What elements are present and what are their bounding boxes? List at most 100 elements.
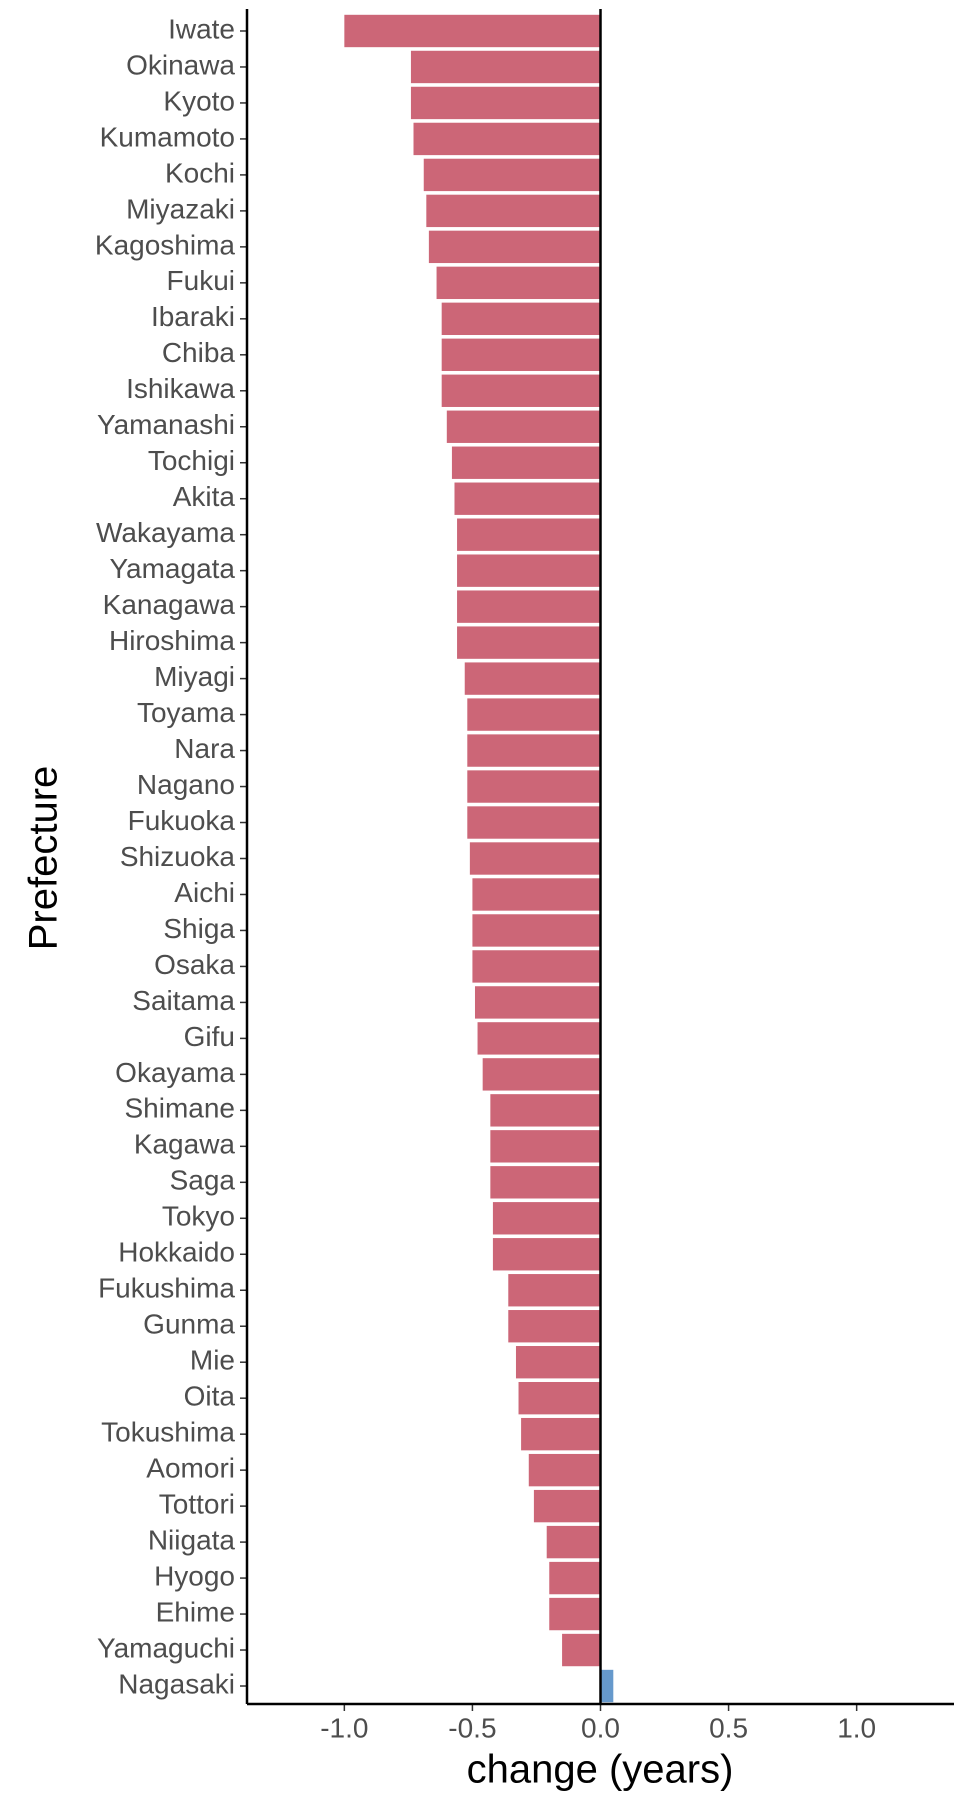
bar	[549, 1561, 601, 1595]
y-axis-title: Prefecture	[22, 766, 66, 951]
bar	[562, 1633, 601, 1667]
bar	[441, 338, 601, 371]
bar	[490, 1094, 601, 1127]
y-tick-label: Miyagi	[154, 661, 235, 692]
y-tick-label: Shimane	[124, 1093, 235, 1124]
bar	[410, 86, 601, 120]
x-tick-label: 0.0	[581, 1712, 620, 1743]
y-tick-label: Oita	[184, 1381, 236, 1412]
y-tick-label: Kumamoto	[100, 121, 235, 152]
bar	[546, 1525, 601, 1559]
y-tick-label: Hyogo	[154, 1560, 235, 1591]
y-tick-label: Iwate	[168, 13, 235, 44]
bar	[533, 1489, 601, 1523]
bar	[492, 1202, 601, 1235]
y-tick-label: Kagawa	[134, 1129, 236, 1160]
bar	[477, 1022, 601, 1055]
y-tick-label: Fukuoka	[128, 805, 236, 836]
bar	[457, 554, 601, 587]
y-tick-label: Yamagata	[109, 553, 235, 584]
bar	[457, 518, 601, 551]
y-tick-label: Wakayama	[96, 517, 235, 548]
bar	[467, 806, 601, 839]
y-tick-label: Aichi	[174, 877, 235, 908]
y-tick-label: Miyazaki	[126, 193, 235, 224]
y-tick-label: Saga	[170, 1165, 236, 1196]
bar	[410, 50, 601, 84]
bar	[426, 194, 601, 228]
y-tick-label: Kanagawa	[103, 589, 236, 620]
bar	[457, 626, 601, 659]
y-tick-label: Shizuoka	[120, 841, 236, 872]
bar	[457, 590, 601, 623]
bar	[600, 1669, 614, 1703]
bar	[472, 950, 601, 983]
y-tick-label: Tokyo	[162, 1201, 235, 1232]
bar	[436, 266, 601, 300]
bar	[469, 842, 601, 875]
bar	[490, 1166, 601, 1199]
bar	[467, 770, 601, 803]
y-tick-label: Hiroshima	[109, 625, 235, 656]
y-tick-label: Hokkaido	[118, 1237, 235, 1268]
y-tick-label: Fukushima	[98, 1273, 235, 1304]
bar	[521, 1417, 601, 1451]
x-tick-label: 1.0	[837, 1712, 876, 1743]
bar	[518, 1381, 601, 1415]
y-tick-label: Ibaraki	[151, 301, 235, 332]
y-tick-label: Gunma	[143, 1309, 235, 1340]
bar	[472, 878, 601, 911]
x-tick-label: 0.5	[709, 1712, 748, 1743]
bar	[482, 1058, 601, 1091]
y-tick-label: Kyoto	[163, 85, 235, 116]
bar	[423, 158, 601, 192]
bar	[464, 662, 601, 695]
y-tick-label: Ishikawa	[126, 373, 235, 404]
bar	[446, 410, 601, 443]
bar	[441, 302, 601, 336]
bar	[454, 482, 601, 515]
y-tick-label: Shiga	[163, 913, 235, 944]
bar	[515, 1346, 601, 1379]
bar	[508, 1274, 601, 1307]
y-tick-label: Aomori	[146, 1453, 235, 1484]
y-tick-label: Toyama	[137, 697, 235, 728]
bar	[492, 1238, 601, 1271]
y-tick-label: Nagasaki	[118, 1668, 235, 1699]
y-tick-label: Kagoshima	[95, 229, 236, 260]
y-tick-label: Nara	[174, 733, 235, 764]
y-tick-label: Okinawa	[126, 49, 235, 80]
y-tick-label: Fukui	[167, 265, 235, 296]
y-tick-label: Tokushima	[101, 1417, 235, 1448]
bar	[490, 1130, 601, 1163]
x-axis-title: change (years)	[467, 1748, 734, 1792]
y-tick-label: Mie	[190, 1345, 235, 1376]
y-tick-label: Yamaguchi	[97, 1632, 235, 1663]
bar	[528, 1453, 601, 1487]
y-tick-label: Tottori	[159, 1489, 235, 1520]
x-tick-label: -1.0	[320, 1712, 368, 1743]
y-tick-label: Kochi	[165, 157, 235, 188]
bar	[467, 698, 601, 731]
bar	[508, 1310, 601, 1343]
bar	[451, 446, 601, 479]
bar	[428, 230, 601, 264]
y-tick-label: Yamanashi	[97, 409, 235, 440]
y-tick-label: Akita	[173, 481, 236, 512]
bar	[413, 122, 601, 156]
bar	[344, 14, 601, 48]
y-tick-label: Okayama	[115, 1057, 235, 1088]
x-tick-label: -0.5	[448, 1712, 496, 1743]
bar	[474, 986, 601, 1019]
y-tick-label: Osaka	[154, 949, 235, 980]
bar	[549, 1597, 601, 1631]
y-tick-label: Nagano	[137, 769, 235, 800]
y-tick-label: Gifu	[184, 1021, 235, 1052]
y-tick-label: Saitama	[132, 985, 235, 1016]
bar	[441, 374, 601, 407]
y-tick-label: Niigata	[148, 1524, 236, 1555]
y-tick-label: Tochigi	[148, 445, 235, 476]
bar	[472, 914, 601, 947]
